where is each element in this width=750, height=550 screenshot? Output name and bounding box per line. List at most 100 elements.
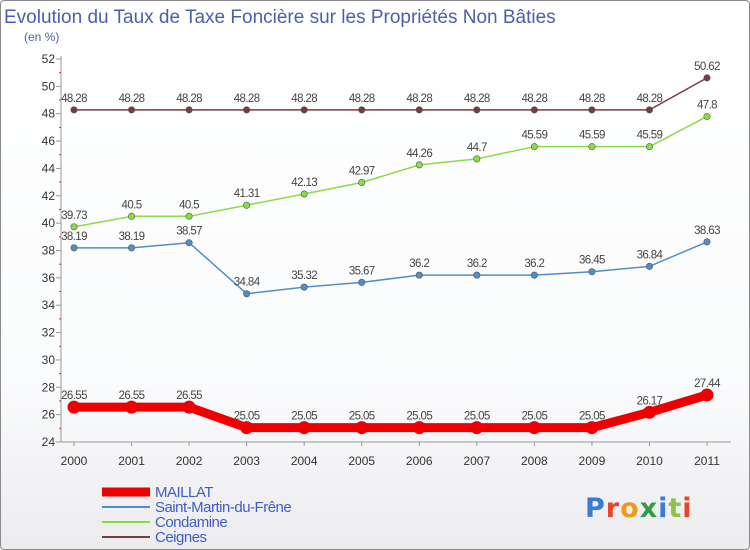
data-label: 38.19 [119, 231, 145, 243]
data-point [70, 106, 78, 114]
data-point [700, 388, 714, 402]
data-point [642, 405, 656, 419]
data-label: 35.67 [349, 265, 375, 277]
data-point [70, 223, 78, 231]
data-point [530, 271, 538, 279]
data-label: 25.05 [579, 411, 605, 423]
data-label: 26.17 [637, 395, 663, 407]
data-point [358, 179, 366, 187]
data-label: 25.05 [349, 411, 375, 423]
data-label: 42.13 [291, 177, 317, 189]
legend: MAILLATSaint-Martin-du-FrêneCondamineCei… [102, 484, 292, 546]
y-tick-label: 50 [42, 79, 56, 93]
data-label: 25.05 [464, 411, 490, 423]
data-label: 45.59 [637, 130, 663, 142]
data-point [527, 421, 541, 435]
data-label: 44.26 [406, 148, 432, 160]
y-tick-label: 52 [42, 52, 56, 66]
data-label: 36.84 [637, 249, 664, 261]
data-point [243, 290, 251, 298]
x-tick-label: 2006 [406, 454, 433, 468]
legend-label: Ceignes [155, 529, 207, 546]
data-label: 48.28 [176, 93, 202, 105]
data-label: 36.2 [467, 258, 487, 270]
data-point [128, 244, 136, 252]
data-point [645, 262, 653, 270]
y-tick-label: 28 [42, 380, 56, 394]
y-tick-label: 24 [42, 435, 56, 449]
data-label: 26.55 [119, 390, 145, 402]
data-point [70, 244, 78, 252]
y-tick-label: 46 [42, 134, 56, 148]
logo-text: Proxiti [585, 493, 693, 524]
x-tick-label: 2009 [579, 454, 606, 468]
data-point [185, 212, 193, 220]
y-tick-label: 34 [42, 298, 56, 312]
data-point [128, 106, 136, 114]
y-tick-label: 32 [42, 326, 56, 340]
data-label: 48.28 [234, 93, 260, 105]
logo-letter: t [668, 493, 682, 524]
series-layer [67, 74, 714, 435]
data-point [185, 106, 193, 114]
data-point [645, 143, 653, 151]
data-point [415, 161, 423, 169]
data-label: 25.05 [291, 411, 317, 423]
data-point [182, 400, 196, 414]
data-label: 40.5 [179, 199, 199, 211]
logo-letter: x [640, 493, 658, 524]
axes: 24 26 28 30 32 34 36 38 40 42 44 46 48 50 52 2000 2001 20… [42, 52, 731, 468]
x-tick-label: 2007 [463, 454, 490, 468]
legend-label: Saint-Martin-du-Frêne [155, 499, 291, 516]
data-point [703, 112, 711, 120]
data-label: 27.44 [694, 378, 721, 390]
series-line-ceignes [73, 77, 708, 111]
y-tick-label: 26 [42, 408, 56, 422]
data-point [243, 201, 251, 209]
data-label: 34.84 [234, 277, 261, 289]
logo-letter: o [620, 493, 640, 524]
data-label: 48.28 [406, 93, 432, 105]
data-point [125, 400, 139, 414]
series-line-saint-martin-du-fr-ne [73, 241, 708, 295]
y-tick-label: 40 [42, 216, 56, 230]
x-tick-label: 2004 [291, 454, 318, 468]
data-point [470, 421, 484, 435]
y-tick-label: 42 [42, 189, 56, 203]
data-point [297, 421, 311, 435]
x-tick-label: 2011 [694, 454, 720, 468]
series-line-condamine [73, 115, 708, 228]
data-label: 48.28 [521, 93, 547, 105]
proxiti-logo: Proxiti [585, 493, 693, 524]
data-label: 39.73 [61, 210, 87, 222]
data-label: 38.19 [61, 231, 87, 243]
data-label: 48.28 [291, 93, 317, 105]
data-point [128, 212, 136, 220]
data-label: 26.55 [61, 390, 87, 402]
x-tick-label: 2005 [348, 454, 375, 468]
legend-label: MAILLAT [155, 484, 213, 501]
data-label: 48.28 [119, 93, 145, 105]
data-point [588, 143, 596, 151]
data-point [415, 271, 423, 279]
data-label: 38.63 [694, 225, 720, 237]
data-point [530, 143, 538, 151]
x-tick-label: 2001 [118, 454, 145, 468]
data-label: 36.45 [579, 255, 605, 267]
x-tick-label: 2008 [521, 454, 548, 468]
data-label: 36.2 [524, 258, 544, 270]
data-point [473, 106, 481, 114]
chart-title: Evolution du Taux de Taxe Foncière sur l… [4, 7, 556, 28]
data-label: 50.62 [694, 61, 720, 73]
data-point [243, 106, 251, 114]
data-label: 25.05 [234, 411, 260, 423]
x-tick-label: 2000 [61, 454, 88, 468]
data-label: 48.28 [579, 93, 605, 105]
data-point [240, 421, 254, 435]
data-point [588, 268, 596, 276]
legend-label: Condamine [155, 514, 227, 531]
data-point [358, 106, 366, 114]
data-point [473, 155, 481, 163]
